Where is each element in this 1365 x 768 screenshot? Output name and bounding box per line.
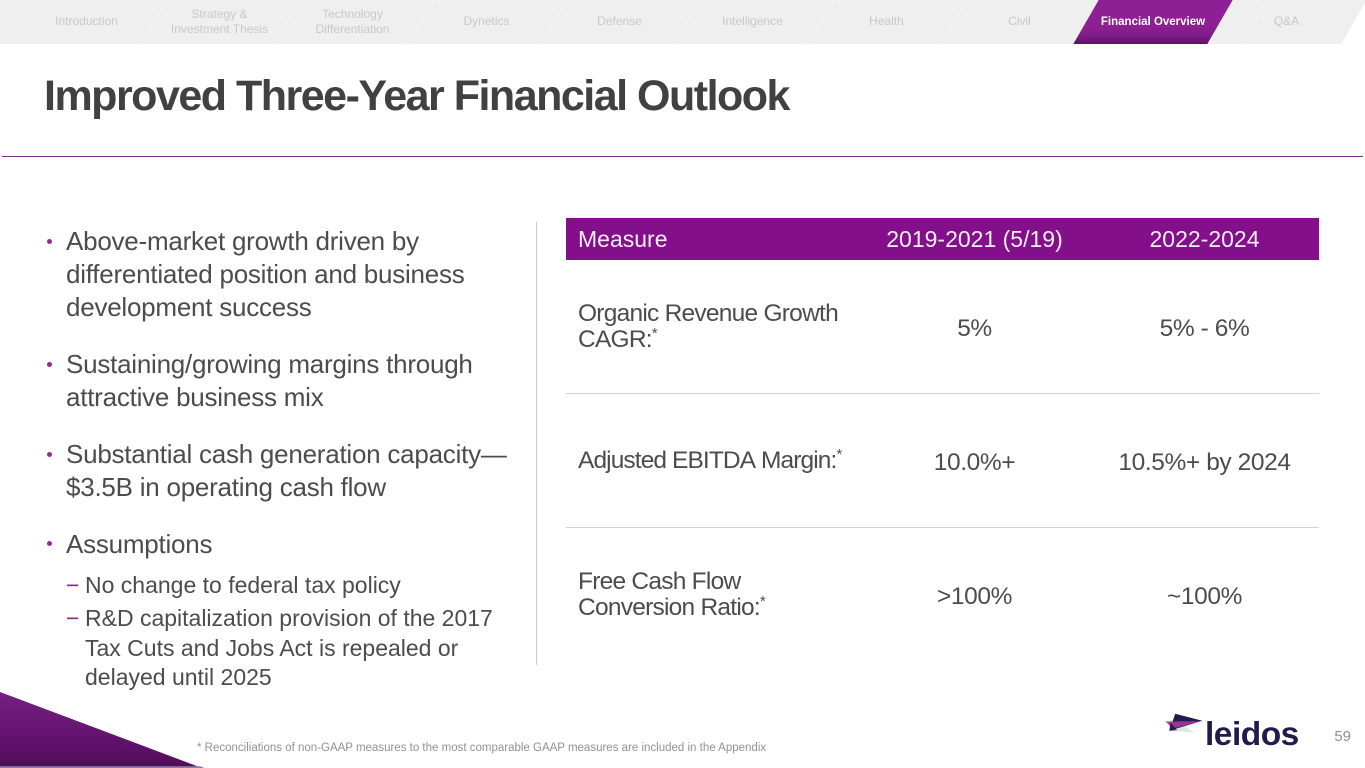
svg-text:leidos: leidos — [1205, 716, 1299, 753]
